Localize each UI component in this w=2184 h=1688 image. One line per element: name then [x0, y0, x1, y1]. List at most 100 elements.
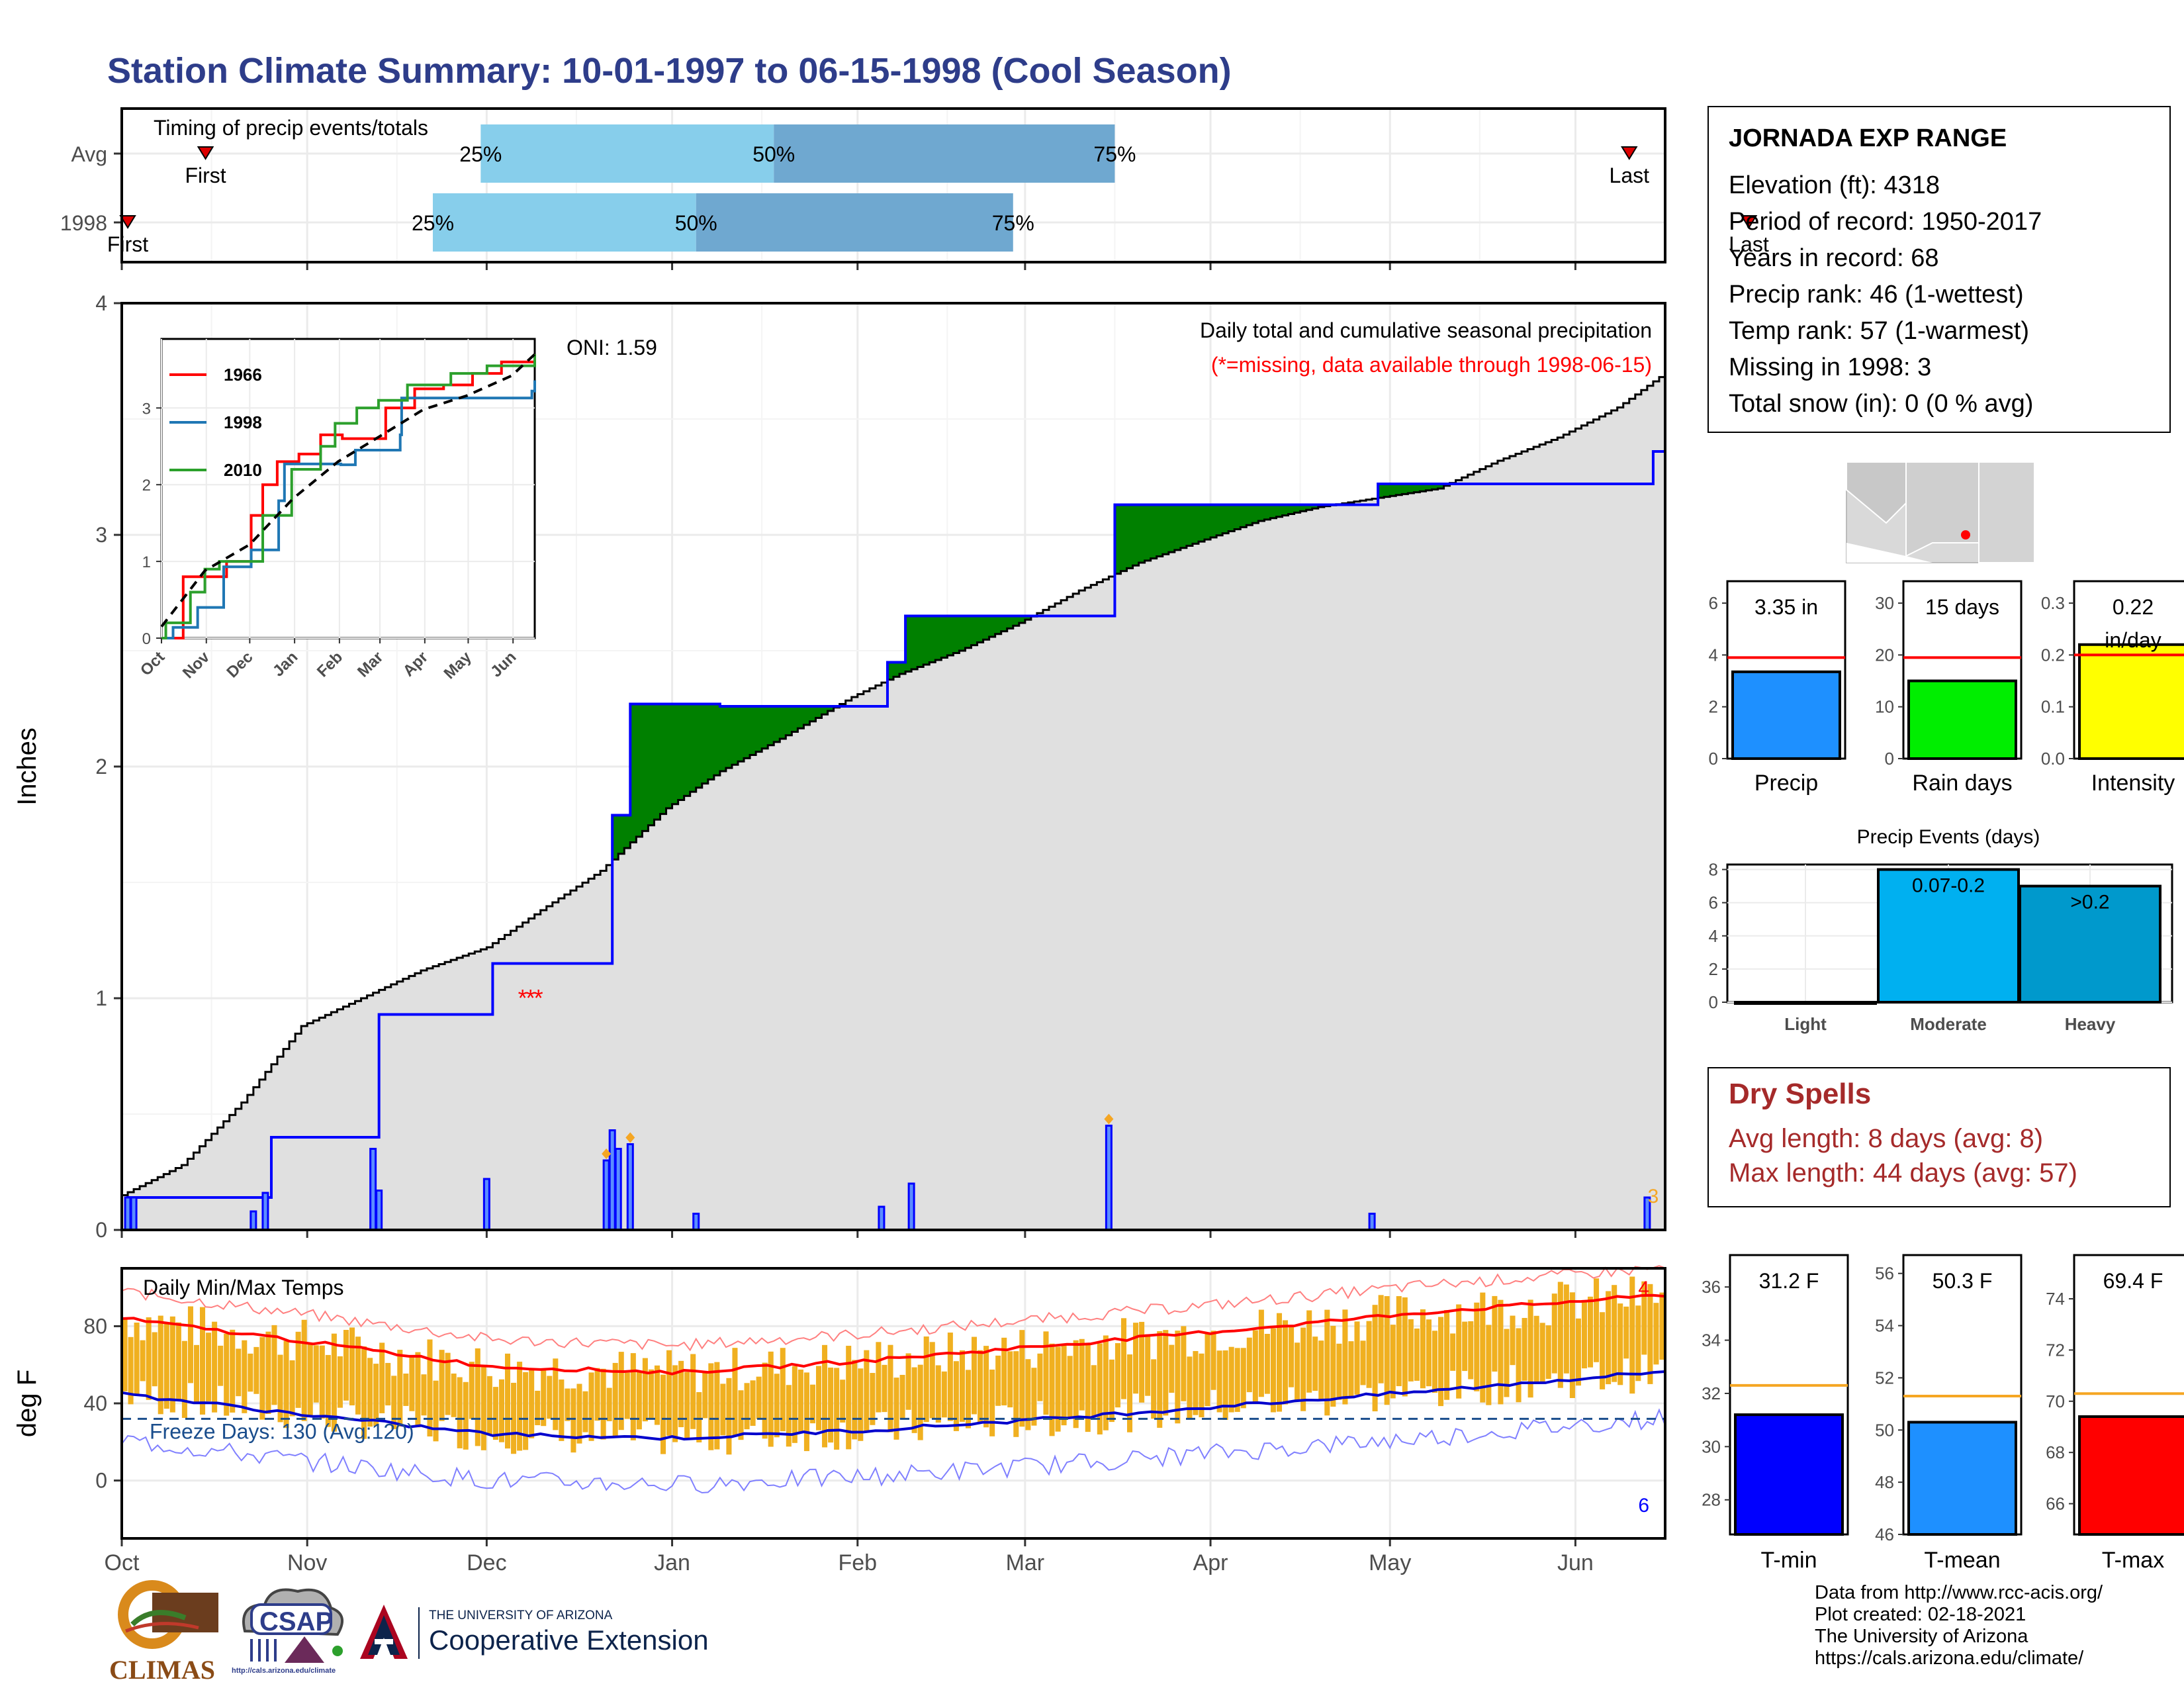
above-normal-fill: [1138, 504, 1146, 563]
month-label: Feb: [838, 1550, 877, 1575]
above-normal-fill: [737, 706, 745, 762]
daily-temp-bar: [511, 1382, 517, 1454]
daily-temp-bar: [720, 1383, 726, 1436]
daily-temp-bar: [834, 1368, 840, 1450]
summary-bar-T-mean: [1907, 1421, 2017, 1536]
above-normal-fill: [762, 706, 768, 749]
daily-temp-bar: [1228, 1346, 1234, 1413]
summary-ytick-label: 56: [1875, 1264, 1894, 1284]
daily-temp-bar: [1366, 1321, 1372, 1388]
daily-temp-bar: [1600, 1312, 1606, 1389]
daily-precip-bar: [482, 1178, 490, 1231]
daily-temp-bar: [654, 1365, 660, 1425]
daily-temp-bar: [905, 1353, 911, 1410]
summary-ytick-label: 0.1: [2041, 697, 2065, 717]
month-label: Oct: [105, 1550, 140, 1575]
above-normal-fill: [1210, 504, 1217, 538]
daily-temp-bar: [1312, 1336, 1318, 1391]
inset-series-2010: [161, 354, 536, 639]
above-normal-fill: [1216, 504, 1223, 536]
above-normal-fill: [1126, 504, 1134, 569]
info-elevation: Elevation (ft): 4318: [1729, 171, 1940, 199]
daily-temp-bar: [947, 1333, 953, 1421]
above-normal-fill: [684, 704, 691, 796]
daily-temp-bar: [1372, 1305, 1378, 1412]
summary-ytick-label: 2: [1709, 697, 1718, 717]
summary-ytick-label: 30: [1702, 1436, 1721, 1456]
daily-temp-bar: [385, 1362, 391, 1406]
timing-frame: [120, 107, 1666, 263]
daily-temp-bar: [1283, 1320, 1289, 1405]
timing-q75-label: 75%: [1093, 142, 1136, 166]
summary-value-label: 69.4 F: [2103, 1269, 2163, 1293]
daily-temp-bar: [1318, 1340, 1324, 1401]
above-normal-fill: [696, 704, 703, 788]
daily-precip-bar: [1105, 1125, 1113, 1231]
temps-title: Daily Min/Max Temps: [143, 1276, 343, 1299]
daily-temp-bar: [409, 1357, 415, 1411]
daily-temp-bar: [959, 1350, 965, 1422]
daily-temp-bar: [887, 1344, 893, 1432]
summary-ytick-label: 54: [1875, 1316, 1894, 1336]
timing-q25-label: 25%: [459, 142, 502, 166]
main-ytick-label: 4: [95, 291, 107, 315]
daily-temp-bar: [1246, 1337, 1252, 1393]
summary-ytick-label: 4: [1709, 645, 1718, 665]
daily-temp-bar: [349, 1327, 355, 1406]
events-ytick-label: 8: [1709, 860, 1718, 880]
daily-temp-bar: [475, 1348, 480, 1446]
above-normal-fill: [725, 706, 733, 769]
daily-temp-bar: [780, 1348, 786, 1432]
map-mexico: [1846, 543, 1933, 563]
summary-ytick-label: 6: [1709, 593, 1718, 613]
daily-temp-bar: [469, 1362, 475, 1419]
daily-precip-bar: [375, 1190, 383, 1231]
above-normal-fill: [899, 662, 906, 674]
daily-temp-bar: [169, 1316, 175, 1413]
daily-temp-bar: [1115, 1343, 1120, 1408]
summary-ytick-label: 46: [1875, 1524, 1894, 1544]
summary-axis-label: T-min: [1761, 1548, 1817, 1573]
events-ytick-label: 2: [1709, 959, 1718, 979]
inset-legend-label: 2010: [224, 460, 262, 480]
above-normal-fill: [923, 616, 931, 665]
above-normal-fill: [654, 704, 661, 820]
events-ytick-label: 0: [1709, 992, 1718, 1012]
missing-marker: *: [526, 984, 535, 1011]
daily-temp-bar: [1402, 1297, 1408, 1397]
daily-temp-bar: [1252, 1330, 1258, 1403]
above-normal-fill: [1132, 504, 1140, 566]
summary-ytick-label: 72: [2046, 1340, 2065, 1360]
above-normal-fill: [1240, 504, 1248, 528]
daily-precip-bar: [602, 1159, 610, 1231]
daily-precip-bar: [907, 1182, 915, 1231]
daily-temp-bar: [1019, 1330, 1025, 1427]
above-normal-fill: [887, 662, 894, 680]
daily-precip-bar: [614, 1148, 622, 1231]
above-normal-fill: [965, 616, 972, 648]
daily-temp-bar: [744, 1383, 750, 1430]
daily-temp-bar: [337, 1356, 343, 1408]
above-normal-fill: [1414, 484, 1421, 492]
events-ytick-label: 4: [1709, 926, 1718, 946]
daily-temp-bar: [1097, 1343, 1103, 1434]
daily-temp-bar: [559, 1379, 565, 1441]
daily-temp-bar: [319, 1345, 325, 1419]
above-normal-fill: [1288, 504, 1295, 514]
timing-last-marker: [1740, 215, 1758, 229]
daily-temp-bar: [1049, 1343, 1055, 1436]
events-title: Precip Events (days): [1857, 826, 2040, 848]
dry-spells-max: Max length: 44 days (avg: 57): [1729, 1158, 2077, 1188]
dry-spells-panel: Dry Spells Avg length: 8 days (avg: 8) M…: [1707, 1067, 2171, 1207]
daily-temp-bar: [929, 1342, 935, 1419]
daily-temp-bar: [1510, 1315, 1516, 1366]
timing-row-label: Avg: [71, 142, 107, 166]
above-normal-fill: [612, 815, 619, 860]
daily-temp-bar: [236, 1348, 242, 1397]
summary-ytick-label: 66: [2046, 1494, 2065, 1514]
summary-bar-Intensity: [2078, 643, 2184, 760]
above-normal-fill: [989, 616, 996, 637]
daily-temp-bar: [678, 1360, 684, 1427]
daily-temp-bar: [1079, 1338, 1085, 1411]
